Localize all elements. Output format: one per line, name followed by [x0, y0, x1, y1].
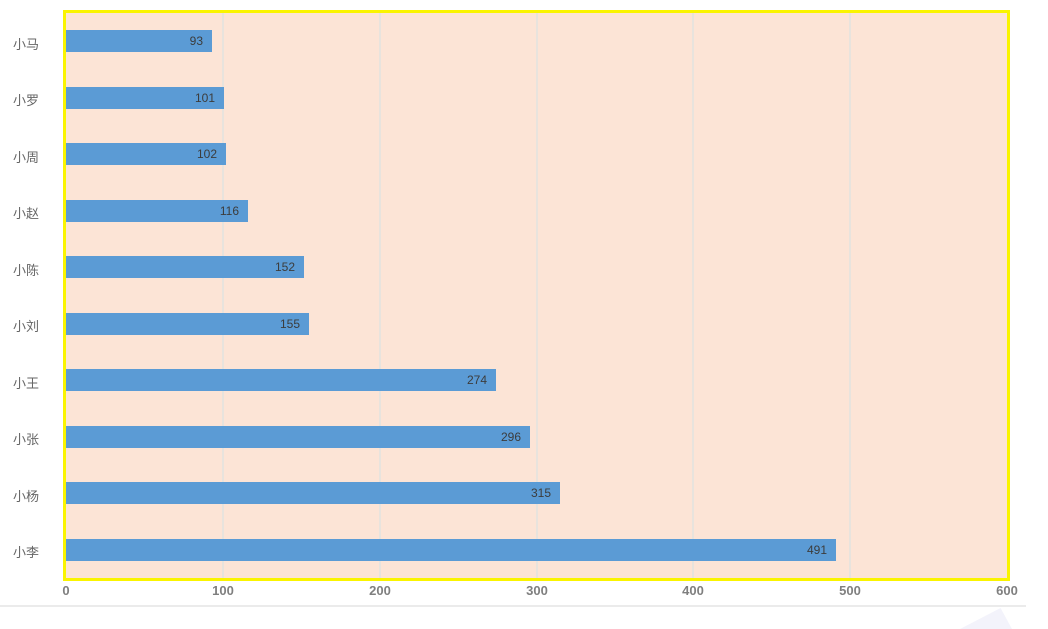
- bar-小刘[interactable]: 155: [66, 313, 309, 335]
- category-label-小罗: 小罗: [12, 93, 39, 108]
- bar-小赵[interactable]: 116: [66, 200, 248, 222]
- category-label-小张: 小张: [12, 432, 39, 447]
- x-tick-label-300: 300: [526, 583, 548, 598]
- bar-小王[interactable]: 274: [66, 369, 496, 391]
- gridline-300: [535, 13, 538, 578]
- bar-小杨[interactable]: 315: [66, 482, 560, 504]
- category-label-小李: 小李: [12, 545, 39, 560]
- bar-value-label: 101: [194, 91, 215, 105]
- x-tick-label-400: 400: [682, 583, 704, 598]
- x-tick-label-500: 500: [839, 583, 861, 598]
- bar-value-label: 155: [279, 317, 300, 331]
- bar-value-label: 491: [806, 543, 827, 557]
- category-label-小王: 小王: [12, 376, 39, 391]
- bar-value-label: 93: [189, 34, 203, 48]
- gridline-500: [849, 13, 852, 578]
- bar-value-label: 116: [219, 204, 239, 218]
- category-label-小赵: 小赵: [12, 206, 39, 221]
- gridline-400: [692, 13, 695, 578]
- x-tick-label-100: 100: [212, 583, 234, 598]
- bar-value-label: 315: [530, 486, 551, 500]
- bar-value-label: 296: [500, 430, 521, 444]
- x-tick-label-200: 200: [369, 583, 391, 598]
- bar-value-label: 274: [466, 373, 487, 387]
- bar-小张[interactable]: 296: [66, 426, 530, 448]
- bar-小罗[interactable]: 101: [66, 87, 224, 109]
- bar-小周[interactable]: 102: [66, 143, 226, 165]
- bar-小李[interactable]: 491: [66, 539, 836, 561]
- category-label-小周: 小周: [12, 150, 39, 165]
- category-label-小陈: 小陈: [12, 263, 39, 278]
- category-label-小马: 小马: [12, 37, 39, 52]
- watermark-triangle: [960, 608, 1012, 629]
- bar-value-label: 152: [274, 260, 295, 274]
- page-separator-line: [0, 605, 1026, 607]
- category-label-小刘: 小刘: [12, 319, 39, 334]
- gridline-100: [221, 13, 224, 578]
- bar-小马[interactable]: 93: [66, 30, 212, 52]
- bar-小陈[interactable]: 152: [66, 256, 304, 278]
- x-tick-label-0: 0: [62, 583, 70, 598]
- gridline-200: [378, 13, 381, 578]
- category-label-小杨: 小杨: [12, 489, 39, 504]
- plot-area: 93 101 102 116 152 155 274 296 315 491: [63, 10, 1010, 581]
- x-tick-label-600: 600: [996, 583, 1018, 598]
- bar-value-label: 102: [196, 147, 217, 161]
